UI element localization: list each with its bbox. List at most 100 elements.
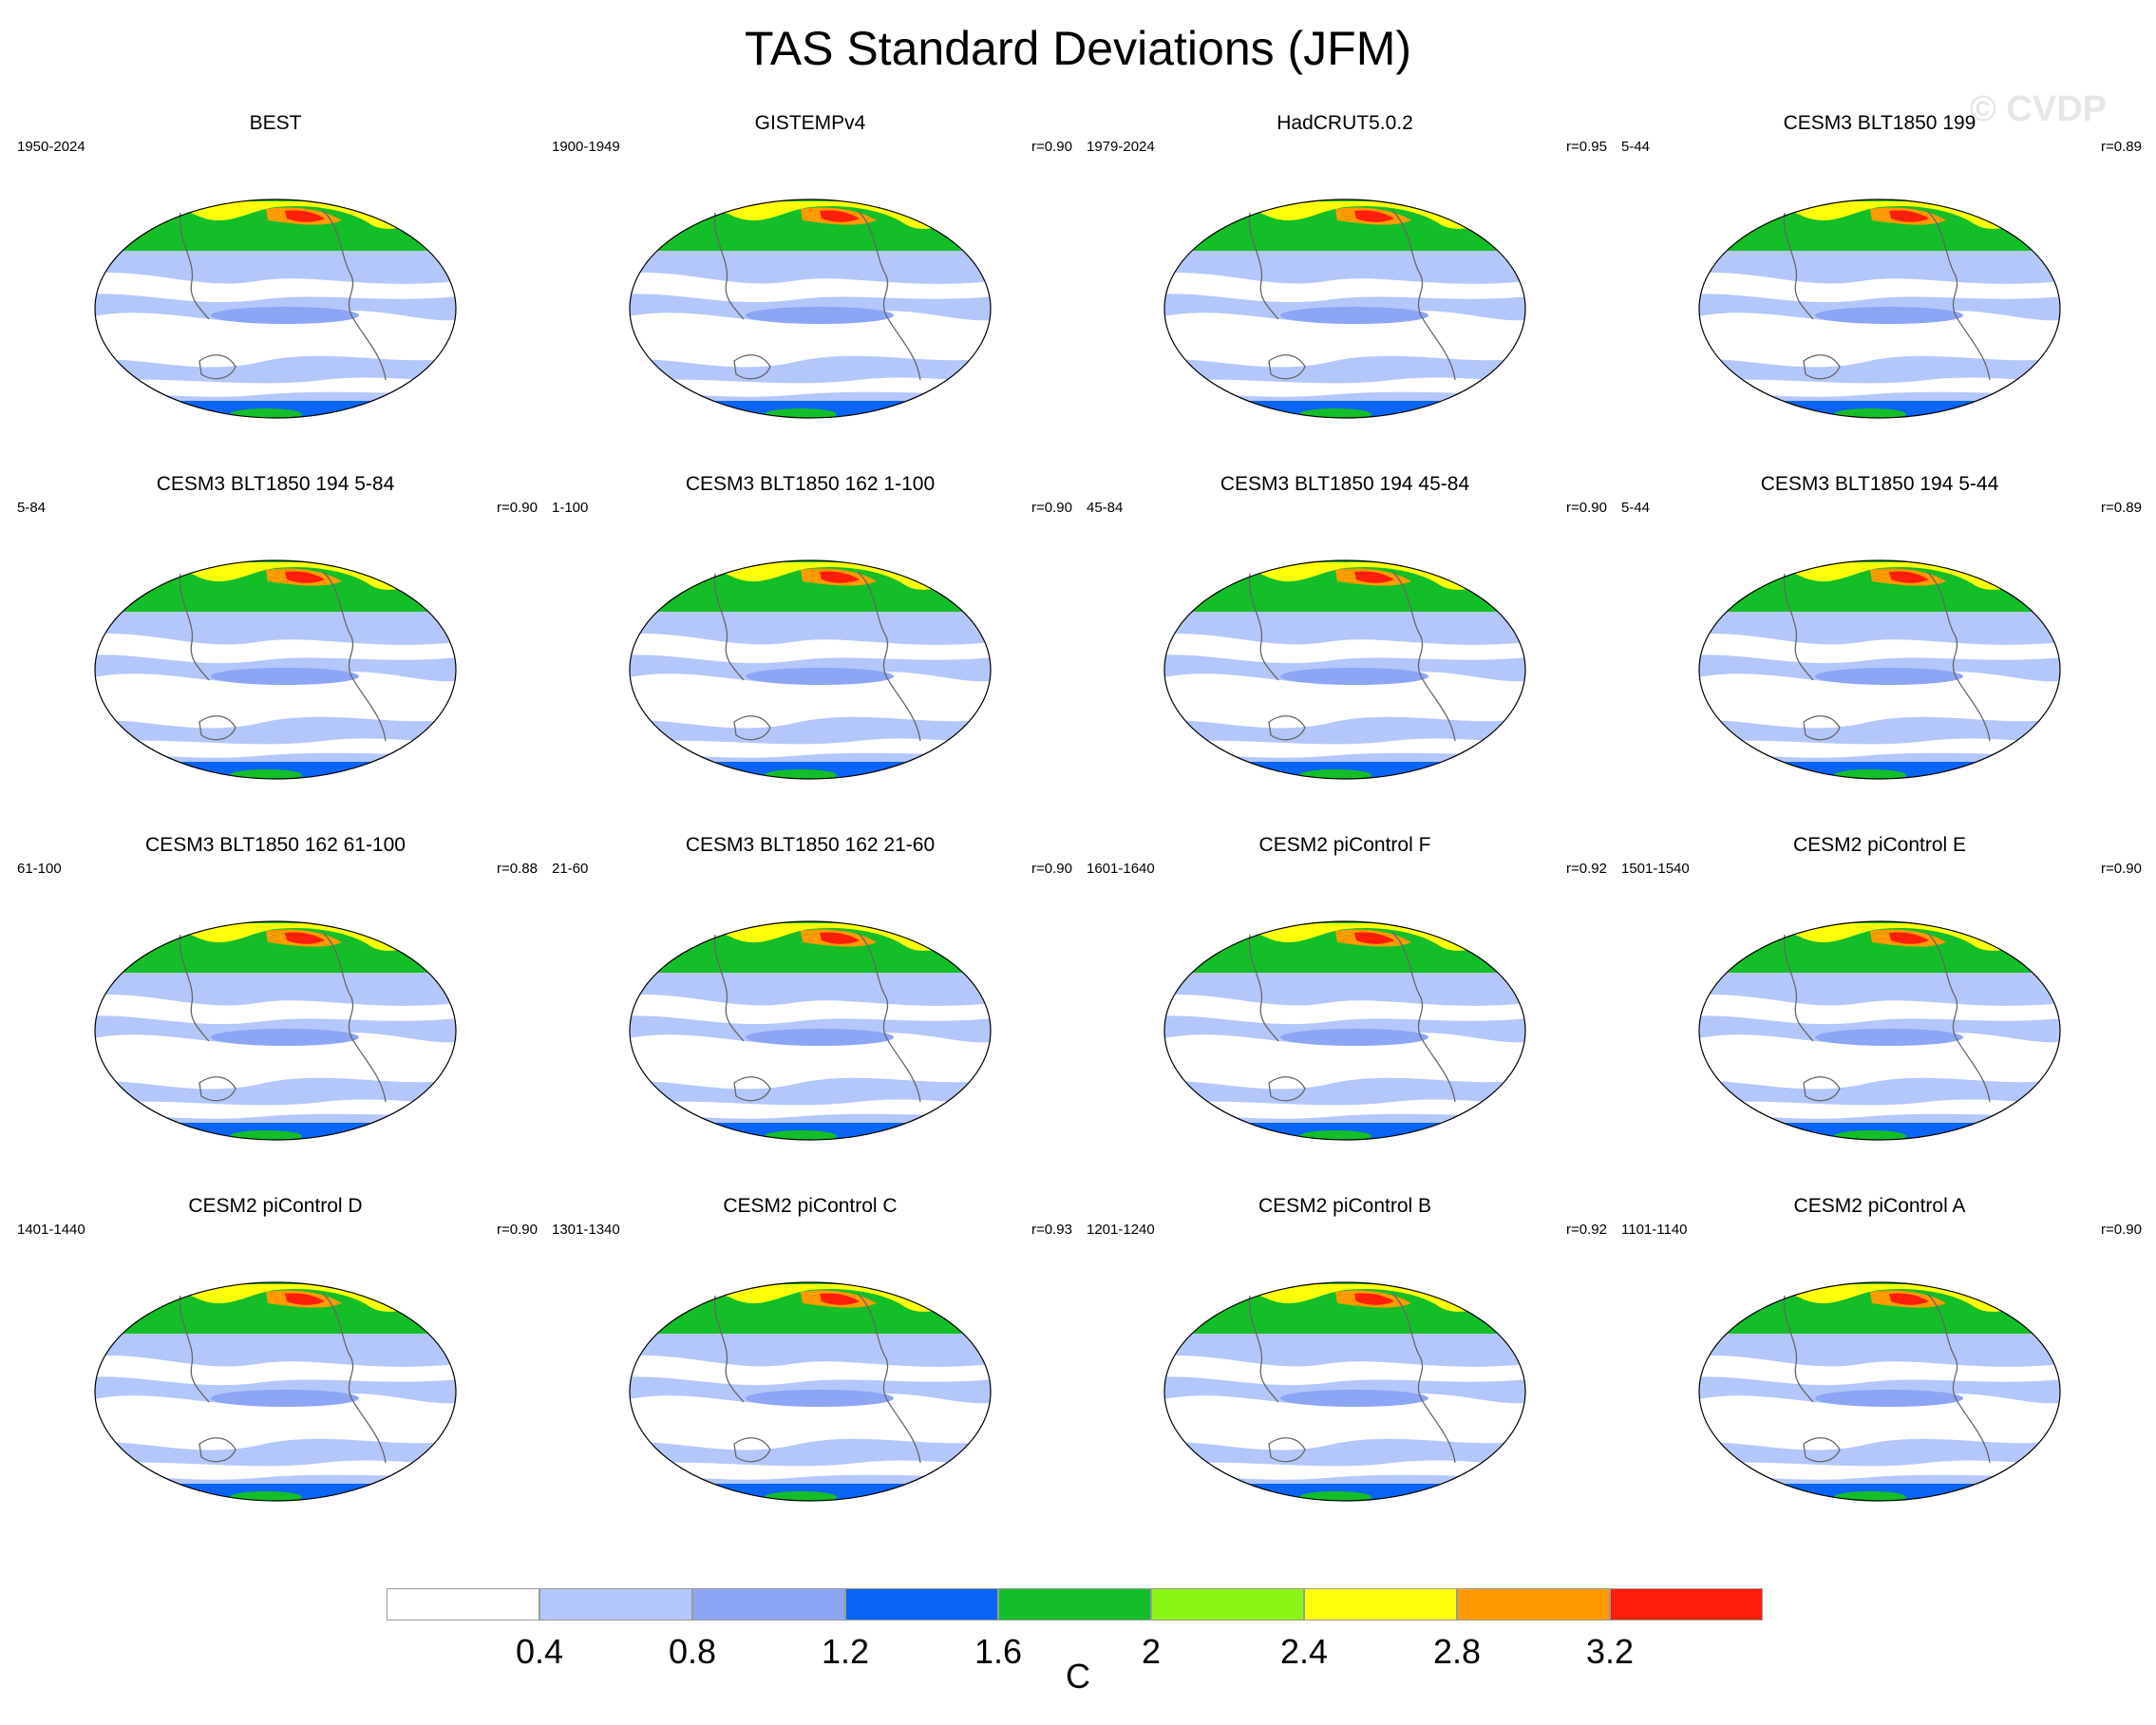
southern-low-variance-band [95, 1460, 456, 1480]
figure-title: TAS Standard Deviations (JFM) [744, 22, 1412, 75]
panel-title: CESM3 BLT1850 162 21-60 [685, 834, 936, 856]
southern-low-variance-band [1699, 738, 2060, 758]
antarctic-band [95, 1123, 456, 1140]
colorbar-tick-label: 0.4 [515, 1632, 564, 1671]
southern-low-variance-band [1699, 1460, 2060, 1480]
tropical-low-variance-band [630, 1393, 991, 1450]
panel-correlation: r=0.90 [497, 1222, 538, 1238]
coastline-north-america [857, 210, 921, 381]
tropical-low-variance-band [1699, 1033, 2060, 1090]
panel-title: CESM3 BLT1850 162 61-100 [145, 834, 406, 856]
panel-period: 1201-1240 [1087, 1222, 1155, 1238]
coastline-asia [713, 1295, 745, 1403]
panel-title: BEST [249, 112, 302, 134]
panel-period: 5-84 [17, 500, 47, 516]
subtropical-low-variance-band [1699, 634, 2060, 664]
coastline-australia [199, 1076, 236, 1102]
tropical-low-variance-band [95, 1393, 456, 1450]
coastline-asia [1783, 1295, 1814, 1403]
colorbar-segment [1304, 1588, 1457, 1621]
subtropical-low-variance-band [630, 273, 991, 303]
antarctic-band [1164, 1484, 1525, 1501]
southern-low-variance-band [1164, 1099, 1525, 1119]
tropical-low-variance-band [1164, 672, 1525, 729]
panel-correlation: r=0.90 [2101, 1222, 2142, 1238]
panel-correlation: r=0.90 [1031, 861, 1072, 877]
panel-correlation: r=0.90 [1031, 500, 1072, 516]
antarctic-band [1699, 762, 2060, 779]
panel-title: CESM3 BLT1850 199 [1783, 112, 1976, 134]
equatorial-pacific-band [746, 668, 894, 685]
map-panel: CESM3 BLT1850 162 61-100 61-100 r=0.88 [9, 826, 541, 1187]
tropical-low-variance-band [1164, 1393, 1525, 1450]
coastline-asia [179, 934, 210, 1042]
panel-title: CESM3 BLT1850 194 45-84 [1220, 473, 1470, 495]
equatorial-pacific-band [1280, 1390, 1428, 1407]
map-panel: CESM2 piControl B 1201-1240 r=0.92 [1079, 1187, 1611, 1548]
northern-high-variance-orange [649, 1285, 877, 1308]
panel-period: 1950-2024 [17, 139, 85, 155]
tropical-low-variance-band [630, 1033, 991, 1090]
panel-title: CESM3 BLT1850 194 5-84 [156, 473, 395, 495]
antarctic-band [630, 401, 991, 418]
map-panel: CESM3 BLT1850 162 21-60 21-60 r=0.90 [544, 826, 1076, 1187]
map-plot [1698, 920, 2061, 1141]
globe-outline [629, 559, 992, 780]
northern-high-variance-orange [114, 1285, 342, 1308]
panel-correlation: r=0.88 [497, 861, 538, 877]
subtropical-low-variance-band [630, 1355, 991, 1386]
coastline-australia [1268, 1076, 1306, 1102]
southern-low-variance-band [1164, 1460, 1525, 1480]
panel-correlation: r=0.90 [2101, 861, 2142, 877]
coastline-australia [1803, 715, 1841, 741]
panel-title: CESM2 piControl E [1792, 834, 1967, 856]
globe-outline [94, 559, 457, 780]
panel-correlation: r=0.95 [1566, 139, 1607, 155]
northern-high-variance-orange [1183, 1285, 1411, 1308]
globe-outline [1163, 559, 1526, 780]
panel-correlation: r=0.93 [1031, 1222, 1072, 1238]
equatorial-pacific-band [746, 1029, 894, 1046]
southern-low-variance-band [630, 377, 991, 397]
map-plot [94, 1281, 457, 1502]
subtropical-low-variance-band [95, 995, 456, 1025]
antarctic-band [95, 1484, 456, 1501]
coastline-asia [1248, 934, 1279, 1042]
colorbar-unit: C [1066, 1657, 1090, 1696]
coastline-north-america [857, 571, 921, 742]
panel-period: 1401-1440 [17, 1222, 85, 1238]
panel-period: 1979-2024 [1087, 139, 1155, 155]
coastline-north-america [1926, 571, 1991, 742]
antarctic-band [95, 401, 456, 418]
tropical-low-variance-band [1164, 311, 1525, 368]
tropical-low-variance-band [1164, 1033, 1525, 1090]
coastline-australia [733, 1437, 771, 1463]
coastline-asia [1783, 934, 1814, 1042]
northern-high-variance-orange [1718, 924, 1946, 947]
map-panel: CESM2 piControl C 1301-1340 r=0.93 [544, 1187, 1076, 1548]
globe-outline [1698, 199, 2061, 419]
equatorial-pacific-band [1280, 307, 1428, 324]
subtropical-low-variance-band [1164, 1355, 1525, 1386]
southern-low-variance-band [95, 1099, 456, 1119]
map-plot [94, 559, 457, 780]
coastline-asia [713, 212, 745, 320]
northern-high-variance-orange [1183, 563, 1411, 586]
northern-high-variance-orange [1183, 202, 1411, 225]
coastline-australia [1268, 354, 1306, 380]
coastline-asia [713, 934, 745, 1042]
colorbar-segment [1457, 1588, 1610, 1621]
panel-period: 45-84 [1087, 500, 1124, 516]
coastline-north-america [322, 1293, 387, 1464]
map-plot [1698, 559, 2061, 780]
panel-correlation: r=0.90 [1566, 500, 1607, 516]
northern-high-variance-orange [114, 202, 342, 225]
panel-title: CESM2 piControl A [1793, 1195, 1966, 1217]
equatorial-pacific-band [211, 307, 359, 324]
equatorial-pacific-band [211, 1390, 359, 1407]
panel-period: 1101-1140 [1621, 1222, 1688, 1238]
coastline-asia [713, 573, 745, 681]
colorbar-tick-label: 0.8 [668, 1632, 717, 1671]
panel-period: 21-60 [552, 861, 589, 877]
map-panel: CESM2 piControl E 1501-1540 r=0.90 [1614, 826, 2146, 1187]
